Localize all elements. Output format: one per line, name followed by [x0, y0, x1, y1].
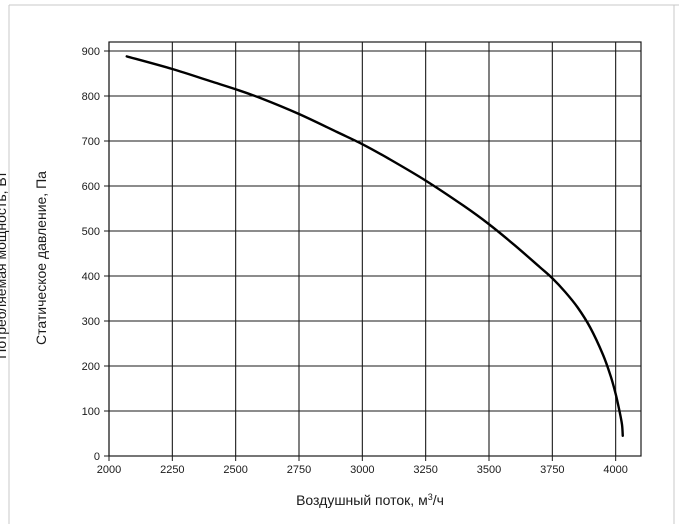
y-tick-label-1: 100 — [82, 406, 100, 418]
plot-area-border — [109, 42, 641, 456]
y-tick-label-9: 900 — [82, 46, 100, 58]
x-tick-label-0: 2000 — [97, 464, 121, 476]
x-tick-labels: 2000 2250 2500 2750 3000 3250 3500 3750 4000 — [97, 464, 628, 476]
y-tick-label-6: 600 — [82, 181, 100, 193]
series-group — [127, 56, 623, 435]
grid-vertical — [109, 42, 616, 461]
y-tick-label-7: 700 — [82, 136, 100, 148]
y-tick-label-3: 300 — [82, 316, 100, 328]
grid-horizontal — [104, 51, 641, 456]
x-tick-label-6: 3500 — [477, 464, 501, 476]
x-tick-label-3: 2750 — [287, 464, 311, 476]
x-axis-title-suffix: /ч — [433, 492, 444, 508]
y-tick-label-4: 400 — [82, 271, 100, 283]
series-line-0 — [127, 56, 623, 435]
secondary-y-axis-title: Потребляемая мощность, Вт — [0, 171, 9, 359]
x-tick-label-1: 2250 — [160, 464, 184, 476]
x-tick-label-2: 2500 — [223, 464, 247, 476]
x-tick-label-4: 3000 — [350, 464, 374, 476]
y-tick-label-5: 500 — [82, 226, 100, 238]
x-tick-label-7: 3750 — [540, 464, 564, 476]
x-tick-label-5: 3250 — [413, 464, 437, 476]
y-tick-label-8: 800 — [82, 91, 100, 103]
x-axis-title: Воздушный поток, м3/ч — [296, 492, 444, 508]
x-axis-title-main: Воздушный поток, м — [296, 492, 428, 508]
x-tick-label-8: 4000 — [603, 464, 627, 476]
y-tick-label-2: 200 — [82, 361, 100, 373]
y-tick-labels: 0 100 200 300 400 500 600 700 800 900 — [82, 46, 100, 463]
y-tick-label-0: 0 — [94, 451, 100, 463]
y-axis-title: Статическое давление, Па — [33, 171, 49, 345]
